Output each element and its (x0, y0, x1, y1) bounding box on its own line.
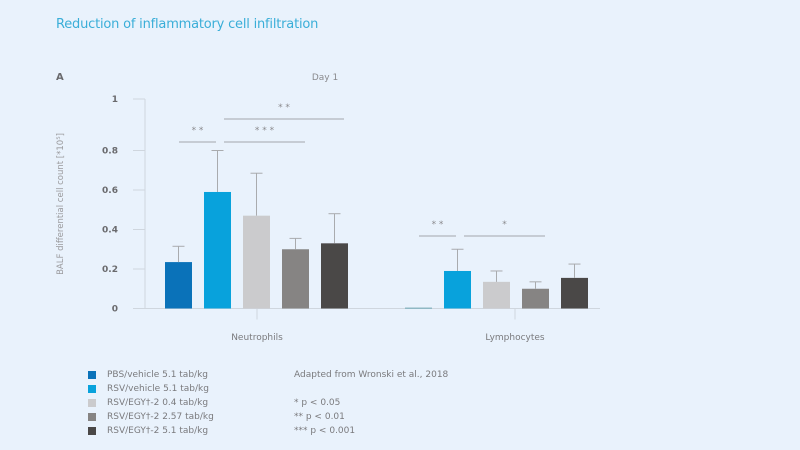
bar (522, 288, 549, 309)
legend-swatch (88, 371, 96, 379)
legend-label: PBS/vehicle 5.1 tab/kg (107, 370, 208, 380)
legend-swatch (88, 399, 96, 407)
bar (243, 215, 270, 309)
y-tick-label: 1 (112, 95, 118, 105)
legend-label: RSV/EGY†-2 0.4 tab/kg (107, 398, 209, 408)
y-tick-label: 0.6 (102, 186, 118, 196)
bar (405, 307, 432, 310)
legend-item: RSV/EGY†-2 2.57 tab/kg (88, 410, 214, 424)
y-tick-label: 0.2 (102, 265, 118, 275)
page-title: Reduction of inflammatory cell infiltrat… (56, 17, 319, 32)
significance-label: * * (278, 103, 290, 113)
bar (204, 191, 231, 309)
legend-swatch (88, 385, 96, 393)
p-value-note: *** p < 0.001 (294, 426, 356, 436)
bar (165, 262, 192, 309)
legend-item: PBS/vehicle 5.1 tab/kg (88, 368, 214, 382)
y-tick-label: 0 (112, 305, 118, 315)
p-value-note: * p < 0.05 (294, 398, 341, 408)
legend-item: RSV/vehicle 5.1 tab/kg (88, 382, 214, 396)
y-axis-label: BALF differential cell count [*10⁵] (56, 133, 66, 275)
legend-swatch (88, 427, 96, 435)
bar (483, 281, 510, 309)
significance-label: * (502, 220, 507, 230)
bar (444, 270, 471, 309)
x-tick-label: Lymphocytes (485, 333, 545, 343)
panel-label: A (56, 72, 64, 83)
x-tick-label: Neutrophils (231, 333, 283, 343)
bar (282, 249, 309, 309)
legend-item: RSV/EGY†-2 5.1 tab/kg (88, 424, 214, 438)
y-tick-label: 0.4 (102, 226, 118, 236)
source-note: Adapted from Wronski et al., 2018 (294, 370, 449, 380)
legend-label: RSV/EGY†-2 5.1 tab/kg (107, 426, 209, 436)
legend-swatch (88, 413, 96, 421)
p-value-note: ** p < 0.01 (294, 412, 345, 422)
bar (561, 277, 588, 309)
significance-label: * * (432, 220, 444, 230)
significance-label: * * (192, 126, 204, 136)
y-tick-label: 0.8 (102, 147, 118, 157)
bar (321, 243, 348, 309)
legend-item: RSV/EGY†-2 0.4 tab/kg (88, 396, 214, 410)
legend-label: RSV/EGY†-2 2.57 tab/kg (107, 412, 214, 422)
chart-title: Day 1 (312, 73, 338, 83)
legend: PBS/vehicle 5.1 tab/kg RSV/vehicle 5.1 t… (88, 368, 214, 438)
significance-label: * * * (255, 126, 275, 136)
legend-label: RSV/vehicle 5.1 tab/kg (107, 384, 209, 394)
notes: Adapted from Wronski et al., 2018 * p < … (294, 368, 448, 438)
